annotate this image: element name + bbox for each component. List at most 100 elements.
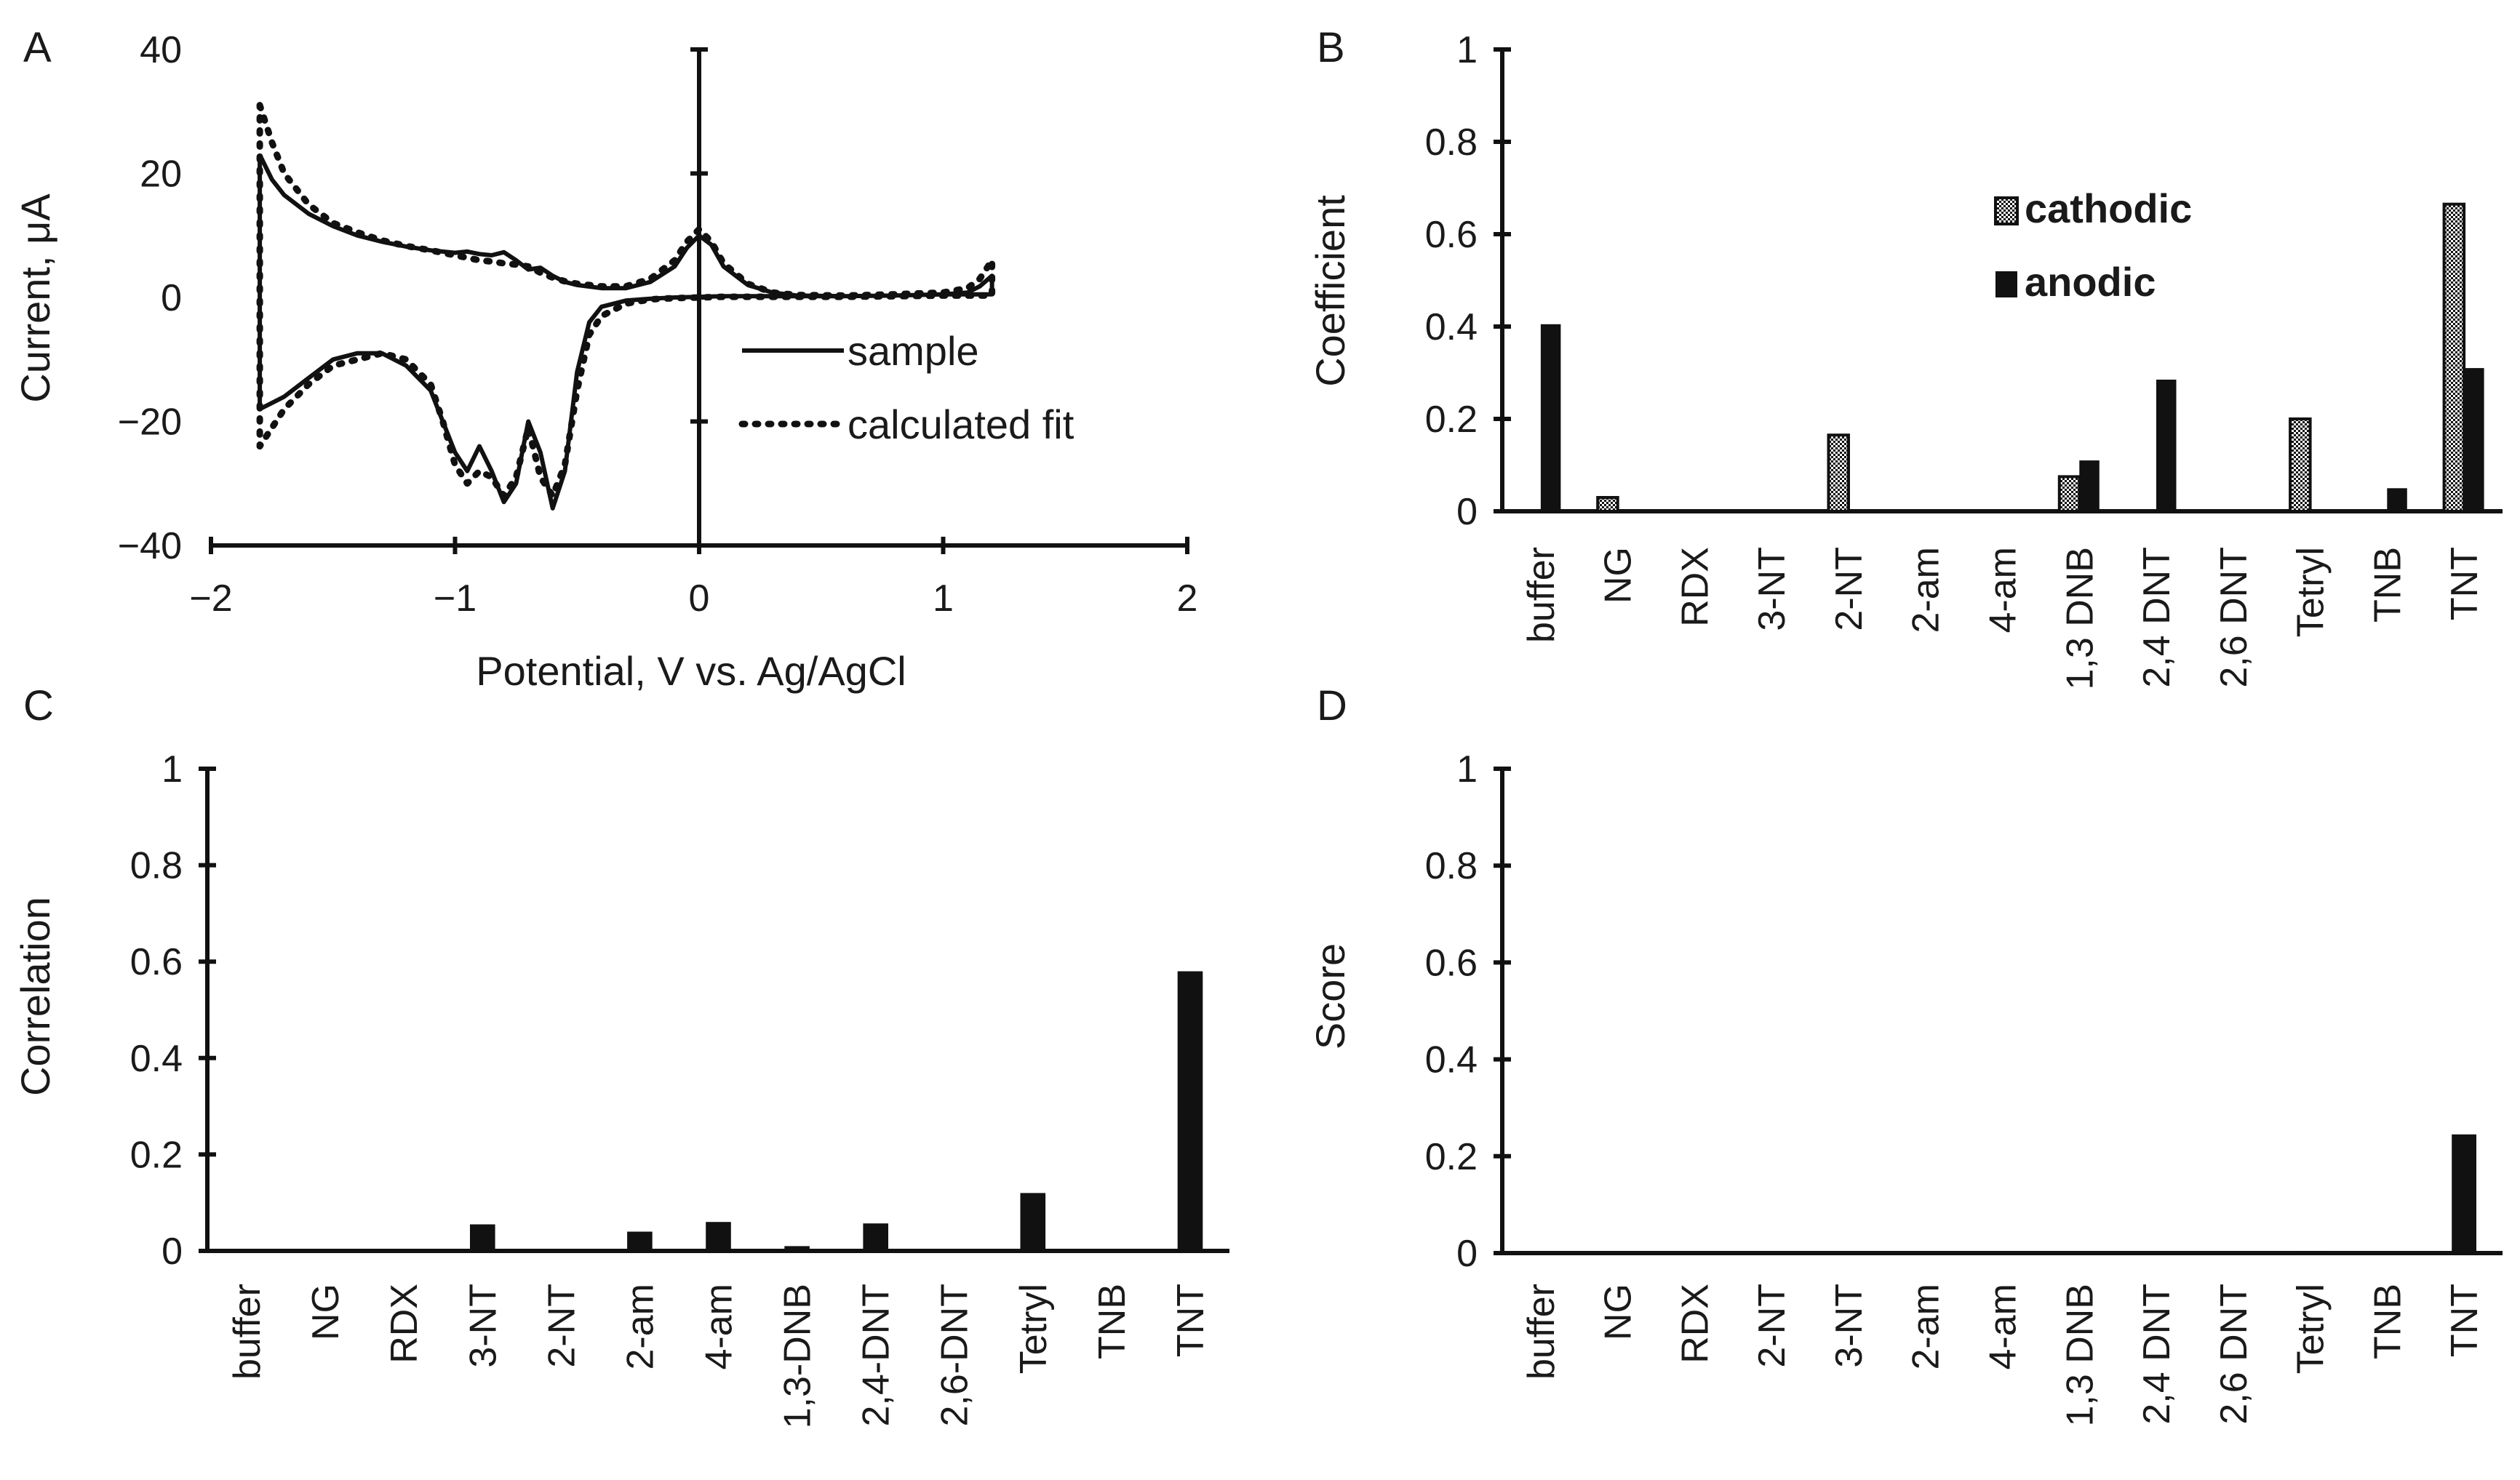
panel-b-category-label: TNB	[2367, 547, 2409, 623]
panel-c-bar	[863, 1223, 888, 1251]
panel-c-category-label: NG	[305, 1284, 347, 1340]
panel-a-sample-line	[258, 153, 994, 511]
panel-d-category-label: TNB	[2367, 1284, 2409, 1359]
panel-c-bar	[1020, 1193, 1046, 1251]
panel-d-y-tick-label: 0.4	[1425, 1039, 1478, 1081]
panel-d-category-label: 2-am	[1905, 1284, 1947, 1369]
panel-d-category-label: TNT	[2444, 1284, 2486, 1357]
panel-b-y-tick-label: 0	[1456, 491, 1478, 533]
panel-d-category-label: 2-NT	[1751, 1284, 1793, 1368]
panel-d-category-label: NG	[1598, 1284, 1640, 1340]
panel-a-y-tick-label: −40	[118, 525, 182, 567]
panel-c-category-label: TNB	[1091, 1284, 1133, 1359]
panel-c-y-tick-label: 0.2	[130, 1134, 183, 1176]
panel-b-category-label: 1,3 DNB	[2059, 547, 2101, 690]
panel-d-bar	[2452, 1134, 2476, 1253]
panel-a-y-tick-label: −20	[118, 401, 182, 444]
panel-d-chart: 0 0.2 0.4 0.6 0.8 1 buffer NG RDX 2-NT 3-NT 2-am 4-…	[1307, 748, 2503, 1427]
panel-c-bar	[470, 1224, 495, 1251]
panel-label-c: C	[23, 682, 54, 729]
panel-b-chart: 0 0.2 0.4 0.6 0.8 1 buffer NG RDX 3-NT 2-NT 2-am 4-…	[1307, 29, 2503, 690]
panel-b-y-tick-label: 0.4	[1425, 306, 1478, 348]
panel-b-category-label: 2-NT	[1828, 547, 1870, 631]
panel-b-bar-cathodic	[2442, 202, 2466, 513]
panel-d-category-label: 3-NT	[1828, 1284, 1870, 1368]
panel-b-category-label: 2,4 DNT	[2136, 547, 2178, 688]
legend-cathodic-swatch	[1994, 196, 2019, 225]
panel-b-bar-cathodic	[1827, 433, 1850, 513]
panel-d-bars	[2297, 1134, 2476, 1253]
panel-c-category-label: 2,6-DNT	[934, 1284, 976, 1426]
panel-d-category-label: 4-am	[1982, 1284, 2025, 1369]
panel-b-category-label: RDX	[1674, 547, 1716, 627]
panel-b-category-label: buffer	[1520, 547, 1563, 643]
panel-a-x-tick-label: −2	[189, 577, 232, 620]
panel-a-y-tick-label: 0	[161, 277, 182, 319]
panel-d-y-axis-title: Score	[1307, 943, 1353, 1049]
legend-fit-label: calculated fit	[848, 401, 1074, 447]
panel-a-axes: −40 −20 0 20 40 −2 −1 0 1 2	[118, 29, 1198, 620]
panel-b-y-tick-label: 0.6	[1425, 214, 1478, 256]
panel-c-y-tick-label: 1	[162, 748, 183, 791]
panel-a-lines	[256, 102, 996, 511]
panel-c-chart: 0 0.2 0.4 0.6 0.8 1 buffer NG RDX 3-NT 2-NT 2-am 4-…	[12, 748, 1229, 1428]
panel-a-x-tick-label: 2	[1177, 577, 1198, 620]
panel-d-category-label: 1,3 DNB	[2059, 1284, 2101, 1427]
panel-b-category-label: Tetryl	[2290, 547, 2332, 637]
panel-b-y-tick-label: 1	[1456, 29, 1478, 71]
panel-b-categories: buffer NG RDX 3-NT 2-NT 2-am 4-am 1,3 DNB 2,4 DN…	[1520, 547, 2486, 690]
panel-label-b: B	[1317, 24, 1345, 71]
panel-d-category-label: Tetryl	[2290, 1284, 2332, 1374]
panel-b-bar-cathodic	[2289, 417, 2312, 513]
legend-anodic-swatch	[1995, 271, 2017, 297]
panel-a-x-axis-title: Potential, V vs. Ag/AgCl	[476, 648, 906, 694]
panel-a-x-tick-label: 0	[689, 577, 710, 620]
panel-c-y-tick-label: 0.8	[130, 845, 183, 887]
panel-c-category-label: TNT	[1170, 1284, 1212, 1357]
panel-d-category-label: 2,6 DNT	[2213, 1284, 2255, 1425]
panel-d-y-tick-label: 0.8	[1425, 845, 1478, 887]
panel-d-categories: buffer NG RDX 2-NT 3-NT 2-am 4-am 1,3 DNB 2,4 DN…	[1520, 1284, 2486, 1427]
panel-c-bar	[627, 1231, 653, 1251]
panel-b-category-label: TNT	[2444, 547, 2486, 620]
panel-b-bar-cathodic	[1596, 496, 1619, 513]
panel-label-a: A	[23, 24, 52, 71]
panel-label-d: D	[1317, 682, 1347, 729]
panel-d-bar	[2297, 1251, 2323, 1253]
panel-a-x-tick-label: 1	[933, 577, 954, 620]
panel-d-category-label: buffer	[1520, 1284, 1563, 1380]
panel-a-y-tick-label: 20	[140, 153, 182, 196]
panel-b-bar-anodic	[2464, 368, 2484, 511]
panel-c-category-label: 2,4-DNT	[856, 1284, 898, 1426]
panel-b-category-label: 3-NT	[1751, 547, 1793, 631]
panel-a-chart: −40 −20 0 20 40 −2 −1 0 1 2 Potential, V vs. Ag/A…	[12, 29, 1197, 694]
panel-d-category-label: 2,4 DNT	[2136, 1284, 2178, 1425]
panel-a-legend: sample calculated fit	[738, 328, 1074, 447]
panel-b-bar-anodic	[2079, 460, 2100, 511]
panel-b-bar-anodic	[2387, 488, 2407, 512]
panel-c-category-label: 2-NT	[541, 1284, 583, 1368]
panel-c-category-label: 1,3-DNB	[777, 1284, 819, 1428]
legend-cathodic-label: cathodic	[2025, 185, 2192, 231]
panel-c-y-tick-label: 0.6	[130, 941, 183, 983]
panel-c-y-tick-label: 0.4	[130, 1038, 183, 1080]
panel-c-categories: buffer NG RDX 3-NT 2-NT 2-am 4-am 1,3-DNB 2,4-DN…	[226, 1284, 1212, 1428]
panel-b-bars	[1540, 202, 2484, 513]
panel-b-legend: cathodic anodic	[1994, 185, 2192, 305]
panel-c-bar	[706, 1222, 731, 1251]
panel-c-category-label: 3-NT	[462, 1284, 504, 1368]
panel-c-category-label: RDX	[383, 1284, 426, 1364]
panel-d-axes: 0 0.2 0.4 0.6 0.8 1	[1425, 748, 2503, 1275]
panel-a-fit-line	[256, 102, 996, 500]
panel-c-axes: 0 0.2 0.4 0.6 0.8 1	[130, 748, 1229, 1273]
panel-b-y-tick-label: 0.2	[1425, 399, 1478, 441]
panel-a-x-tick-label: −1	[434, 577, 477, 620]
panel-b-y-tick-label: 0.8	[1425, 121, 1478, 164]
panel-d-y-tick-label: 0	[1456, 1233, 1478, 1275]
panel-a-y-axis-title: Current, μA	[12, 193, 58, 403]
legend-anodic-label: anodic	[2025, 259, 2156, 305]
panel-c-category-label: 4-am	[698, 1284, 741, 1369]
panel-b-category-label: 4-am	[1982, 547, 2025, 633]
panel-b-bar-anodic	[2156, 380, 2177, 511]
